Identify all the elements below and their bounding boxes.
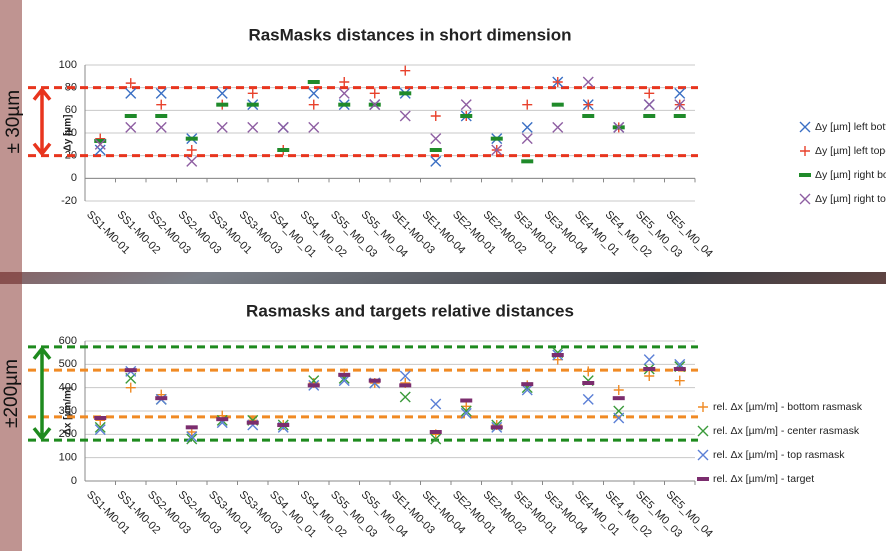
marker-dash bbox=[552, 353, 564, 357]
legend-label: Δy [µm] left top-center bbox=[815, 145, 886, 157]
marker-dash bbox=[399, 91, 411, 95]
chart-title: Rasmasks and targets relative distances bbox=[246, 301, 574, 320]
y-tick-label: 0 bbox=[71, 172, 77, 184]
annotation: ± 30µm bbox=[3, 90, 24, 154]
y-axis-label: Δx [µm/m] bbox=[63, 387, 74, 436]
y-tick-label: 100 bbox=[59, 452, 77, 464]
marker-dash bbox=[369, 379, 381, 383]
marker-dash bbox=[491, 137, 503, 141]
chart-title: RasMasks distances in short dimension bbox=[248, 25, 571, 44]
marker-dash bbox=[338, 373, 350, 377]
marker-dash bbox=[582, 381, 594, 385]
marker-dash bbox=[94, 416, 106, 420]
marker-dash bbox=[643, 114, 655, 118]
marker-dash bbox=[552, 103, 564, 107]
page: RasMasks distances in short dimension -20… bbox=[0, 0, 886, 551]
photo-strip bbox=[0, 0, 22, 551]
marker-dash bbox=[338, 103, 350, 107]
marker-dash bbox=[125, 114, 137, 118]
marker-dash bbox=[247, 103, 259, 107]
annotation: ±200µm bbox=[1, 359, 22, 428]
marker-dash bbox=[277, 423, 289, 427]
marker-dash bbox=[643, 367, 655, 371]
y-tick-label: 500 bbox=[59, 358, 77, 370]
y-tick-label: -20 bbox=[61, 195, 77, 207]
marker-dash bbox=[491, 425, 503, 429]
marker-dash bbox=[674, 367, 686, 371]
marker-dash bbox=[521, 159, 533, 163]
marker-dash bbox=[430, 430, 442, 434]
marker-dash bbox=[155, 396, 167, 400]
y-tick-label: 100 bbox=[59, 59, 77, 71]
y-tick-label: 600 bbox=[59, 335, 77, 347]
y-tick-label: 0 bbox=[71, 475, 77, 487]
marker-dash bbox=[674, 114, 686, 118]
marker-dash bbox=[186, 137, 198, 141]
legend-label: Δy [µm] right bottom-center bbox=[815, 169, 886, 181]
marker-dash bbox=[186, 425, 198, 429]
marker-dash bbox=[308, 383, 320, 387]
legend-label: Δy [µm] left bottom-center bbox=[815, 121, 886, 133]
legend-label: rel. Δx [µm/m] - top rasmask bbox=[713, 449, 845, 461]
marker-dash bbox=[521, 382, 533, 386]
marker-dash bbox=[216, 103, 228, 107]
marker-dash bbox=[799, 173, 811, 177]
legend-label: Δy [µm] right top-center bbox=[815, 193, 886, 205]
marker-dash bbox=[613, 396, 625, 400]
marker-dash bbox=[582, 114, 594, 118]
marker-dash bbox=[277, 148, 289, 152]
y-tick-label: 60 bbox=[65, 104, 77, 116]
marker-dash bbox=[247, 421, 259, 425]
y-axis-label: Δy [µm] bbox=[63, 115, 74, 152]
marker-dash bbox=[308, 80, 320, 84]
marker-dash bbox=[125, 368, 137, 372]
marker-dash bbox=[216, 417, 228, 421]
marker-dash bbox=[460, 399, 472, 403]
charts: RasMasks distances in short dimension -20… bbox=[0, 0, 886, 551]
legend-label: rel. Δx [µm/m] - center rasmask bbox=[713, 425, 860, 437]
legend-label: rel. Δx [µm/m] - bottom rasmask bbox=[713, 401, 863, 413]
legend-label: rel. Δx [µm/m] - target bbox=[713, 473, 814, 485]
marker-dash bbox=[697, 477, 709, 481]
marker-dash bbox=[399, 383, 411, 387]
marker-dash bbox=[155, 114, 167, 118]
marker-dash bbox=[460, 114, 472, 118]
marker-dash bbox=[430, 148, 442, 152]
